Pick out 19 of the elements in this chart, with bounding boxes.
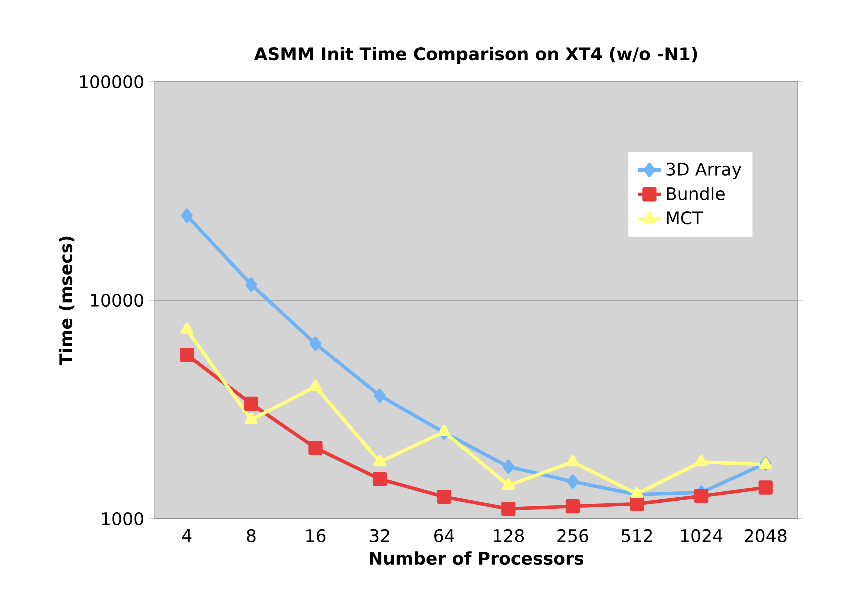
- x-tick-label: 64: [434, 529, 454, 542]
- legend-label: 3D Array: [666, 162, 742, 180]
- x-tick-label: 8: [247, 529, 256, 542]
- x-tick-label: 32: [370, 529, 390, 542]
- legend-label: Bundle: [667, 187, 725, 200]
- x-tick-label: 1024: [681, 529, 723, 542]
- x-tick-label: 512: [622, 529, 652, 542]
- x-tick-label: 16: [306, 529, 326, 542]
- y-axis-title: Time (msecs): [59, 236, 75, 366]
- x-tick-label: 256: [558, 529, 588, 542]
- y-tick-label: 1000: [102, 512, 144, 526]
- y-tick-label: 10000: [91, 294, 144, 308]
- y-tick-label: 100000: [80, 75, 144, 89]
- chart-title: ASMM Init Time Comparison on XT4 (w/o -N1): [254, 47, 698, 64]
- x-tick-label: 128: [494, 529, 524, 542]
- x-axis-title: Number of Processors: [370, 552, 584, 566]
- legend-label: MCT: [667, 212, 704, 225]
- x-tick-label: 4: [182, 529, 192, 542]
- x-tick-label: 2048: [745, 529, 787, 542]
